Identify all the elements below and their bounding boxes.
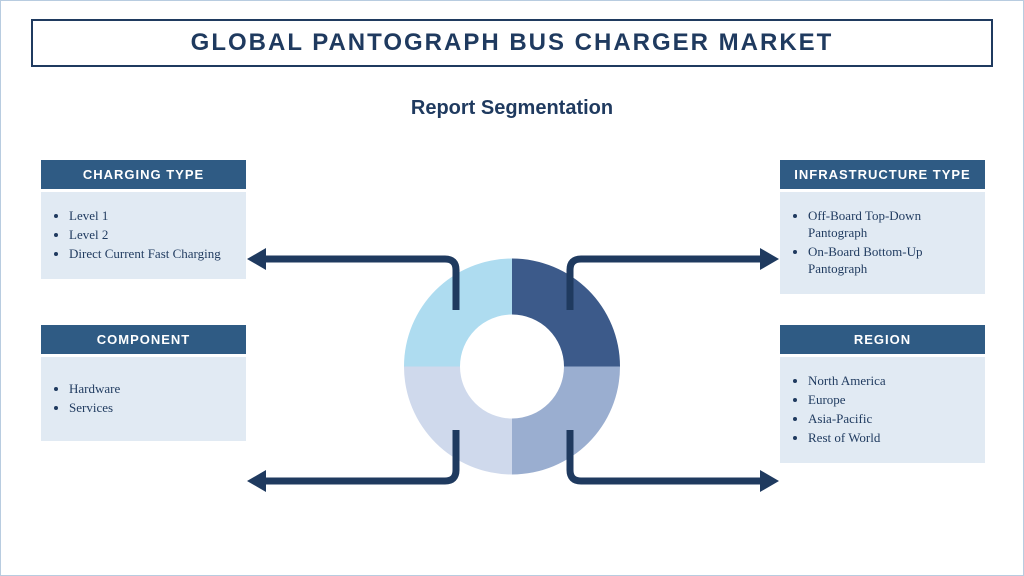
- segment-infrastructure-type: INFRASTRUCTURE TYPE Off-Board Top-Down P…: [780, 160, 985, 294]
- list-item: Services: [69, 400, 232, 417]
- segment-charging-type: CHARGING TYPE Level 1 Level 2 Direct Cur…: [41, 160, 246, 279]
- main-diagram: CHARGING TYPE Level 1 Level 2 Direct Cur…: [1, 120, 1023, 550]
- list-item: Level 1: [69, 208, 232, 225]
- list-item: Europe: [808, 392, 971, 409]
- list-item: Hardware: [69, 381, 232, 398]
- segment-header: COMPONENT: [41, 325, 246, 354]
- list-item: Level 2: [69, 227, 232, 244]
- donut-slice: [512, 259, 620, 367]
- subtitle: Report Segmentation: [1, 97, 1023, 120]
- donut-slice: [404, 367, 512, 475]
- list-item: Off-Board Top-Down Pantograph: [808, 208, 971, 242]
- segment-body: Level 1 Level 2 Direct Current Fast Char…: [41, 192, 246, 279]
- donut-slice: [404, 259, 512, 367]
- donut-chart: [402, 257, 622, 482]
- segment-body: Off-Board Top-Down Pantograph On-Board B…: [780, 192, 985, 294]
- donut-slice: [512, 367, 620, 475]
- segment-component: COMPONENT Hardware Services: [41, 325, 246, 441]
- segment-region: REGION North America Europe Asia-Pacific…: [780, 325, 985, 463]
- segment-header: CHARGING TYPE: [41, 160, 246, 189]
- list-item: Rest of World: [808, 430, 971, 447]
- segment-header: REGION: [780, 325, 985, 354]
- list-item: On-Board Bottom-Up Pantograph: [808, 244, 971, 278]
- segment-body: Hardware Services: [41, 357, 246, 441]
- segment-body: North America Europe Asia-Pacific Rest o…: [780, 357, 985, 463]
- list-item: Direct Current Fast Charging: [69, 246, 232, 263]
- title-bar: GLOBAL PANTOGRAPH BUS CHARGER MARKET: [31, 19, 993, 67]
- segment-header: INFRASTRUCTURE TYPE: [780, 160, 985, 189]
- list-item: Asia-Pacific: [808, 411, 971, 428]
- list-item: North America: [808, 373, 971, 390]
- page-title: GLOBAL PANTOGRAPH BUS CHARGER MARKET: [53, 29, 971, 57]
